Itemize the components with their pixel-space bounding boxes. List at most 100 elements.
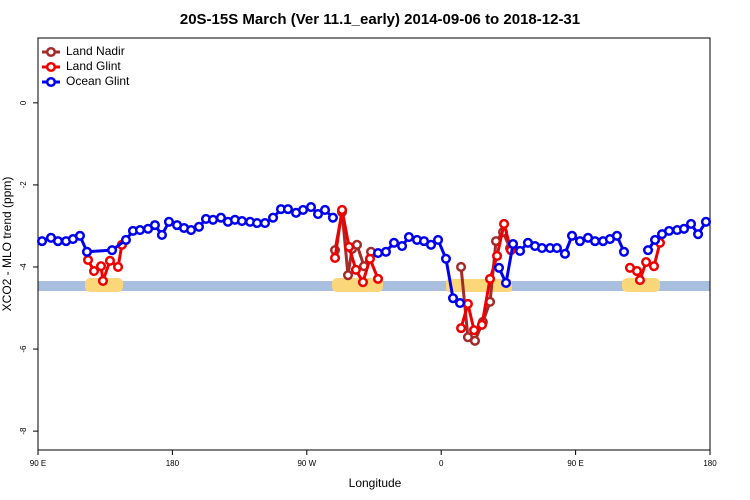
data-point [186, 224, 197, 236]
data-point [678, 223, 690, 234]
data-point [336, 204, 348, 215]
data-point [536, 243, 548, 254]
data-point [342, 270, 354, 281]
data-point [440, 253, 452, 264]
data-point [282, 204, 294, 215]
data-point [492, 250, 503, 261]
series [82, 204, 666, 336]
data-point [193, 221, 205, 232]
x-tick-label: 180 [166, 459, 180, 468]
data-point [380, 246, 391, 257]
x-tick-label: 180 [703, 459, 717, 468]
data-point [357, 277, 368, 288]
data-point [700, 216, 712, 227]
data-point [456, 323, 467, 334]
data-point [500, 277, 512, 289]
data-point [82, 254, 94, 266]
data-point [648, 261, 660, 272]
data-point [685, 218, 697, 229]
data-point [649, 234, 661, 245]
data-point [298, 204, 309, 215]
data-point [425, 239, 437, 250]
data-point [156, 229, 167, 241]
land-patch [332, 278, 383, 292]
data-point [618, 246, 630, 257]
data-point [589, 236, 601, 247]
data-point [476, 319, 488, 330]
data-point [112, 261, 124, 273]
y-tick-label: -4 [19, 263, 28, 271]
data-point [134, 224, 146, 236]
legend-label: Land Nadir [66, 44, 125, 58]
x-axis-label: Longitude [349, 476, 402, 490]
data-point [372, 247, 384, 259]
data-point [74, 230, 86, 241]
data-point [559, 248, 571, 259]
data-point [469, 325, 480, 336]
data-point [107, 245, 118, 256]
data-point [454, 298, 466, 309]
data-point [456, 261, 467, 273]
legend-label: Land Glint [66, 59, 121, 73]
data-point [327, 212, 338, 223]
data-point [312, 208, 324, 220]
data-point [693, 229, 704, 240]
data-point [388, 237, 400, 248]
data-point [268, 212, 279, 223]
data-point [81, 246, 93, 257]
data-point [484, 273, 496, 284]
data-point [631, 266, 643, 277]
chart-title: 20S-15S March (Ver 11.1_early) 2014-09-0… [180, 11, 580, 28]
data-point [149, 220, 160, 231]
data-point [642, 245, 654, 256]
data-point [344, 241, 355, 252]
data-point [566, 230, 578, 241]
data-point [329, 252, 341, 264]
data-point [397, 241, 408, 252]
data-point [305, 202, 317, 213]
data-point [350, 264, 361, 275]
data-point [372, 273, 384, 284]
legend-swatch [45, 46, 57, 58]
data-point [469, 335, 480, 346]
data-point [163, 216, 175, 227]
data-point [252, 218, 263, 229]
data-point [207, 214, 219, 225]
y-tick-label: -6 [19, 345, 28, 353]
x-tick-label: 90 W [297, 459, 316, 468]
data-point [36, 236, 48, 247]
data-point [319, 204, 331, 215]
y-tick-label: -8 [19, 427, 28, 435]
data-point [551, 243, 562, 254]
data-point [364, 253, 376, 264]
series [36, 202, 712, 309]
data-point [493, 262, 505, 273]
legend-swatch [45, 61, 57, 73]
x-tick-label: 0 [439, 459, 444, 468]
y-tick-label: 0 [19, 100, 28, 105]
y-axis-label: XCO2 - MLO trend (ppm) [0, 177, 14, 312]
x-tick-label: 90 E [30, 459, 46, 468]
data-point [88, 266, 100, 277]
data-point [514, 245, 526, 257]
data-point [447, 293, 459, 304]
data-point [433, 234, 444, 245]
data-point [52, 236, 64, 247]
data-point [97, 275, 109, 286]
data-point [95, 261, 107, 272]
data-point [259, 218, 271, 229]
data-point [462, 298, 473, 309]
data-point [351, 239, 363, 250]
legend-label: Ocean Glint [66, 74, 130, 88]
data-point [664, 225, 675, 236]
data-point [641, 257, 652, 268]
x-tick-label: 90 E [567, 459, 583, 468]
data-point [574, 236, 585, 247]
data-point [499, 218, 510, 229]
data-point [236, 215, 248, 227]
data-point [120, 234, 132, 245]
legend-swatch [45, 76, 57, 88]
data-point [104, 255, 116, 266]
